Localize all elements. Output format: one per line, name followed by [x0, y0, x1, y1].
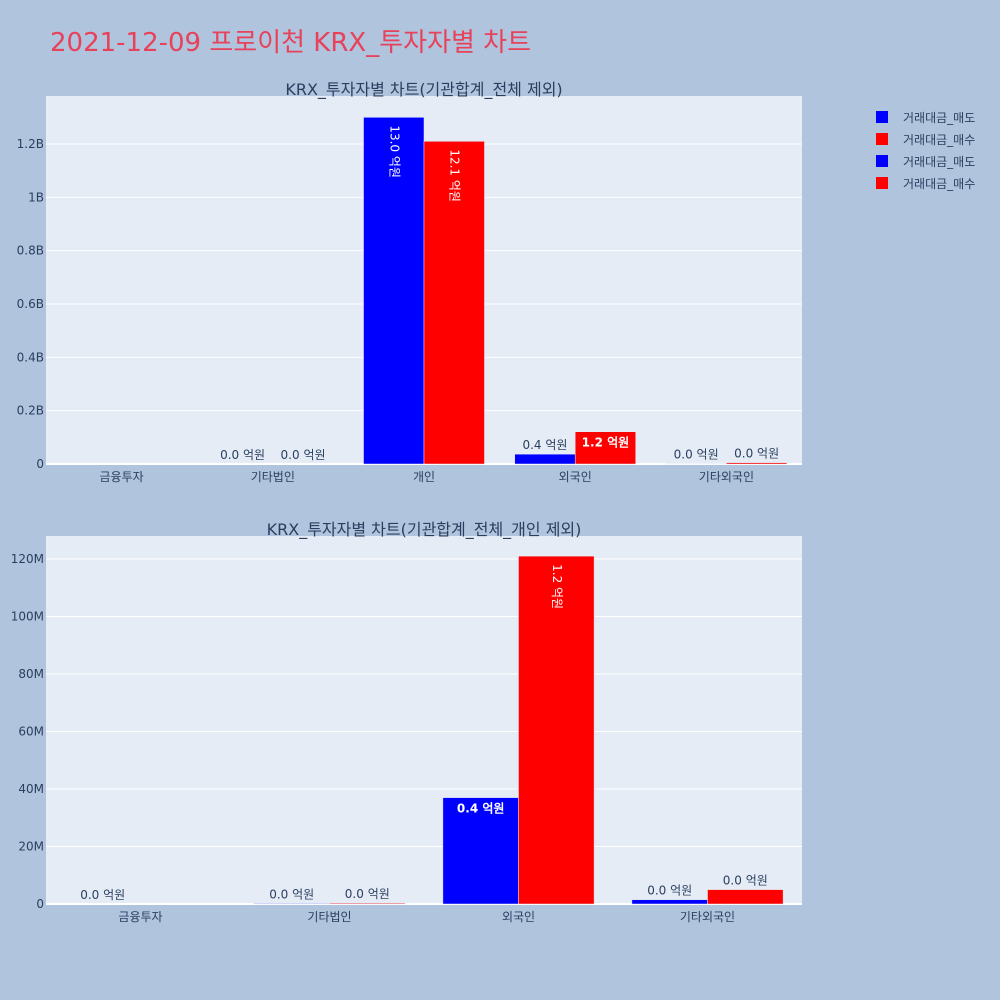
data-label: 1.2 억원 [550, 564, 564, 609]
data-label: 0.0 억원 [281, 448, 326, 462]
legend-swatch [876, 111, 888, 123]
y-tick-label: 60M [18, 725, 44, 739]
legend-label: 거래대금_매수 [903, 176, 976, 191]
data-label: 0.0 억원 [723, 874, 768, 888]
y-tick-label: 1.2B [17, 137, 44, 151]
x-tick-label: 금융투자 [118, 910, 162, 924]
y-tick-label: 0.8B [17, 244, 44, 258]
data-label: 0.4 억원 [457, 802, 505, 816]
legend-swatch [876, 177, 888, 189]
x-tick-label: 금융투자 [100, 470, 144, 484]
bar [442, 797, 519, 905]
data-label: 0.0 억원 [345, 887, 390, 901]
x-tick-label: 기타법인 [251, 470, 295, 484]
x-tick-label: 기타법인 [307, 910, 351, 924]
data-label: 12.1 억원 [448, 149, 462, 202]
bar [631, 899, 708, 905]
legend: 거래대금_매도 거래대금_매수 거래대금_매도 거래대금_매수 [876, 106, 975, 194]
y-tick-label: 120M [11, 552, 44, 566]
chart-title: KRX_투자자별 차트(기관합계_전체_개인 제외) [267, 520, 582, 540]
y-tick-label: 1B [28, 190, 44, 204]
legend-item[interactable]: 거래대금_매수 [876, 128, 975, 150]
data-label: 0.0 억원 [269, 887, 314, 901]
y-tick-label: 0.4B [17, 350, 44, 364]
legend-item[interactable]: 거래대금_매도 [876, 106, 975, 128]
legend-swatch [876, 155, 888, 167]
bar [363, 117, 425, 465]
x-tick-label: 외국인 [502, 910, 535, 924]
legend-item[interactable]: 거래대금_매도 [876, 150, 975, 172]
legend-item[interactable]: 거래대금_매수 [876, 172, 975, 194]
y-tick-label: 0.2B [17, 404, 44, 418]
data-label: 0.0 억원 [220, 448, 265, 462]
x-tick-label: 기타외국인 [680, 910, 735, 924]
y-tick-label: 0.6B [17, 297, 44, 311]
chart-1: 0 0.2B 0.4B 0.6B 0.8B 1B 1.2B KRX_투자자별 차트(기관합계_… [17, 80, 802, 484]
y-tick-label: 0 [36, 457, 44, 471]
bar [707, 889, 784, 905]
bar [726, 462, 788, 465]
y-tick-label: 80M [18, 667, 44, 681]
data-label: 0.4 억원 [522, 438, 567, 452]
data-label: 0.0 억원 [647, 884, 692, 898]
x-tick-label: 외국인 [559, 470, 592, 484]
y-tick-label: 100M [11, 610, 44, 624]
data-label: 13.0 억원 [387, 125, 401, 178]
bar [423, 141, 485, 465]
y-tick-label: 40M [18, 782, 44, 796]
legend-swatch [876, 133, 888, 145]
page-title: 2021-12-09 프로이천 KRX_투자자별 차트 [50, 28, 532, 58]
data-label: 0.0 억원 [674, 448, 719, 462]
chart-title: KRX_투자자별 차트(기관합계_전체 제외) [285, 80, 562, 100]
plot-area [46, 536, 802, 904]
x-tick-label: 기타외국인 [699, 470, 754, 484]
bar [518, 555, 595, 905]
legend-label: 거래대금_매수 [903, 132, 976, 147]
x-tick-label: 개인 [413, 470, 435, 484]
bar [329, 902, 406, 905]
y-tick-label: 20M [18, 840, 44, 854]
bar [574, 431, 636, 465]
data-label: 1.2 억원 [582, 436, 630, 450]
data-label: 0.0 억원 [80, 888, 125, 902]
legend-label: 거래대금_매도 [903, 110, 976, 125]
y-tick-label: 0 [36, 897, 44, 911]
data-label: 0.0 억원 [734, 447, 779, 461]
legend-label: 거래대금_매도 [903, 154, 976, 169]
bar [253, 903, 330, 905]
